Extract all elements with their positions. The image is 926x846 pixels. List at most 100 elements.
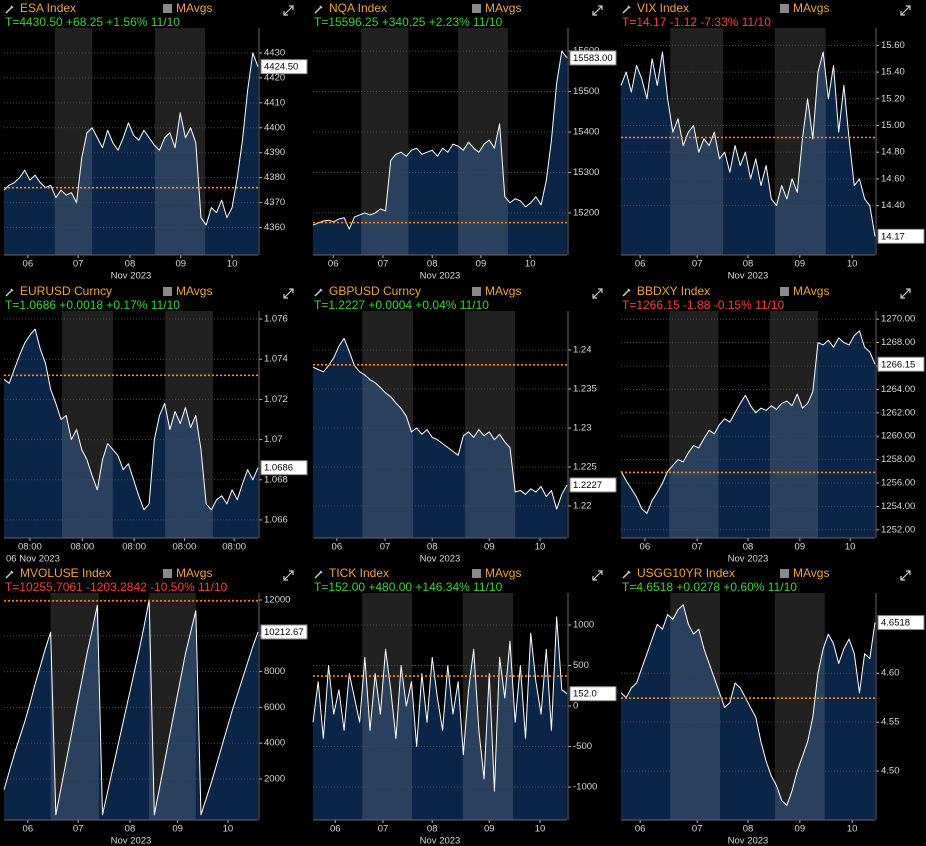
legend-label[interactable]: MAvgs bbox=[485, 566, 521, 580]
y-tick-label: 500 bbox=[573, 660, 589, 671]
expand-icon[interactable] bbox=[283, 288, 294, 299]
last-value-box bbox=[260, 624, 308, 640]
chart-subtitle: T=10255.7061 -1203.2842 -10.50% 11/10 bbox=[5, 580, 228, 594]
area-fill bbox=[4, 52, 258, 256]
y-tick-label: 1.235 bbox=[573, 384, 597, 395]
legend-swatch[interactable] bbox=[472, 569, 481, 578]
chart-title: MVOLUSE Index bbox=[20, 566, 111, 580]
price-line bbox=[312, 616, 568, 792]
y-tick-label: 1.22 bbox=[573, 501, 592, 512]
expand-icon[interactable] bbox=[283, 5, 294, 16]
last-value-box bbox=[260, 460, 308, 476]
expand-icon[interactable] bbox=[592, 5, 603, 16]
edit-icon[interactable] bbox=[5, 5, 14, 14]
y-tick-label: 8000 bbox=[264, 666, 285, 677]
y-tick-label: -1000 bbox=[573, 782, 597, 793]
x-axis-label: Nov 2023 bbox=[111, 836, 152, 846]
y-tick-label: 1000 bbox=[573, 620, 594, 631]
x-tick-label: 07 bbox=[692, 259, 703, 270]
chart-subtitle: T=15596.25 +340.25 +2.23% 11/10 bbox=[314, 15, 503, 29]
session-band bbox=[464, 311, 516, 538]
x-tick-label: 06 bbox=[635, 259, 646, 270]
chart-title: EURUSD Curncy bbox=[20, 284, 112, 298]
chart-subtitle: T=152.00 +480.00 +146.34% 11/10 bbox=[314, 580, 503, 594]
edit-icon[interactable] bbox=[622, 5, 631, 14]
expand-icon[interactable] bbox=[900, 288, 911, 299]
session-band bbox=[149, 593, 196, 820]
legend-swatch[interactable] bbox=[163, 4, 172, 13]
expand-icon[interactable] bbox=[592, 288, 603, 299]
legend-label[interactable]: MAvgs bbox=[176, 1, 212, 15]
edit-icon[interactable] bbox=[314, 570, 323, 579]
x-tick-label: 08 bbox=[743, 259, 754, 270]
edit-icon[interactable] bbox=[314, 288, 323, 297]
panel: VIX Index MAvgs T=14.17 -1.12 -7.33% 11/10… bbox=[620, 1, 925, 282]
x-tick-label: 10 bbox=[223, 824, 234, 835]
edit-icon[interactable] bbox=[314, 5, 323, 14]
y-tick-label: 15300 bbox=[573, 167, 599, 178]
session-band bbox=[361, 28, 409, 255]
edit-icon[interactable] bbox=[622, 288, 631, 297]
y-tick-label: 4.55 bbox=[881, 717, 900, 728]
chart-subtitle: T=1.2227 +0.0004 +0.04% 11/10 bbox=[314, 298, 489, 312]
last-value-label: 152.0 bbox=[573, 689, 597, 700]
chart-title: BBDXY Index bbox=[637, 284, 710, 298]
legend-label[interactable]: MAvgs bbox=[485, 1, 521, 15]
chart-title: ESA Index bbox=[20, 1, 76, 15]
expand-icon[interactable] bbox=[900, 570, 911, 581]
area-fill bbox=[621, 52, 875, 255]
session-band bbox=[154, 28, 206, 255]
x-tick-label: 08:00 bbox=[122, 542, 146, 553]
x-tick-label: 09 bbox=[795, 542, 806, 553]
legend-label[interactable]: MAvgs bbox=[485, 284, 521, 298]
y-tick-label: 4400 bbox=[264, 122, 285, 133]
session-band bbox=[54, 28, 93, 255]
edit-icon[interactable] bbox=[5, 288, 14, 297]
legend-swatch[interactable] bbox=[472, 287, 481, 296]
chart-title: GBPUSD Curncy bbox=[329, 284, 421, 298]
y-tick-label: 4.50 bbox=[881, 766, 900, 777]
x-tick-label: 06 bbox=[328, 259, 339, 270]
legend-swatch[interactable] bbox=[780, 4, 789, 13]
legend-swatch[interactable] bbox=[163, 287, 172, 296]
legend-swatch[interactable] bbox=[780, 287, 789, 296]
area-fill bbox=[621, 330, 875, 538]
edit-icon[interactable] bbox=[622, 570, 631, 579]
y-tick-label: 1270.00 bbox=[881, 314, 915, 325]
legend-swatch[interactable] bbox=[780, 569, 789, 578]
last-value-label: 1.2227 bbox=[573, 480, 602, 491]
legend-label[interactable]: MAvgs bbox=[793, 284, 829, 298]
legend-label[interactable]: MAvgs bbox=[793, 1, 829, 15]
y-tick-label: 15400 bbox=[573, 127, 599, 138]
y-tick-label: 1260.00 bbox=[881, 431, 915, 442]
edit-icon[interactable] bbox=[5, 570, 14, 579]
chart-subtitle: T=1.0686 +0.0018 +0.17% 11/10 bbox=[5, 298, 180, 312]
legend-label[interactable]: MAvgs bbox=[793, 566, 829, 580]
expand-icon[interactable] bbox=[900, 5, 911, 16]
y-tick-label: 4420 bbox=[264, 72, 285, 83]
session-band bbox=[50, 593, 99, 820]
x-tick-label: 07 bbox=[378, 259, 389, 270]
x-tick-label: 07 bbox=[73, 824, 84, 835]
y-tick-label: 1262.00 bbox=[881, 407, 915, 418]
y-tick-label: 4390 bbox=[264, 147, 285, 158]
x-axis-label: Nov 2023 bbox=[728, 271, 769, 282]
legend-swatch[interactable] bbox=[472, 4, 481, 13]
price-line bbox=[620, 604, 876, 806]
x-axis-label: Nov 2023 bbox=[728, 554, 769, 565]
legend-label[interactable]: MAvgs bbox=[176, 284, 212, 298]
legend-swatch[interactable] bbox=[163, 569, 172, 578]
y-tick-label: 2000 bbox=[264, 774, 285, 785]
y-tick-label: 4410 bbox=[264, 97, 285, 108]
price-line bbox=[312, 50, 568, 230]
expand-icon[interactable] bbox=[592, 570, 603, 581]
expand-icon[interactable] bbox=[283, 570, 294, 581]
legend-label[interactable]: MAvgs bbox=[176, 566, 212, 580]
chart-subtitle: T=4.6518 +0.0278 +0.60% 11/10 bbox=[622, 580, 797, 594]
last-value-box bbox=[877, 228, 925, 244]
y-tick-label: 15.60 bbox=[881, 40, 905, 51]
